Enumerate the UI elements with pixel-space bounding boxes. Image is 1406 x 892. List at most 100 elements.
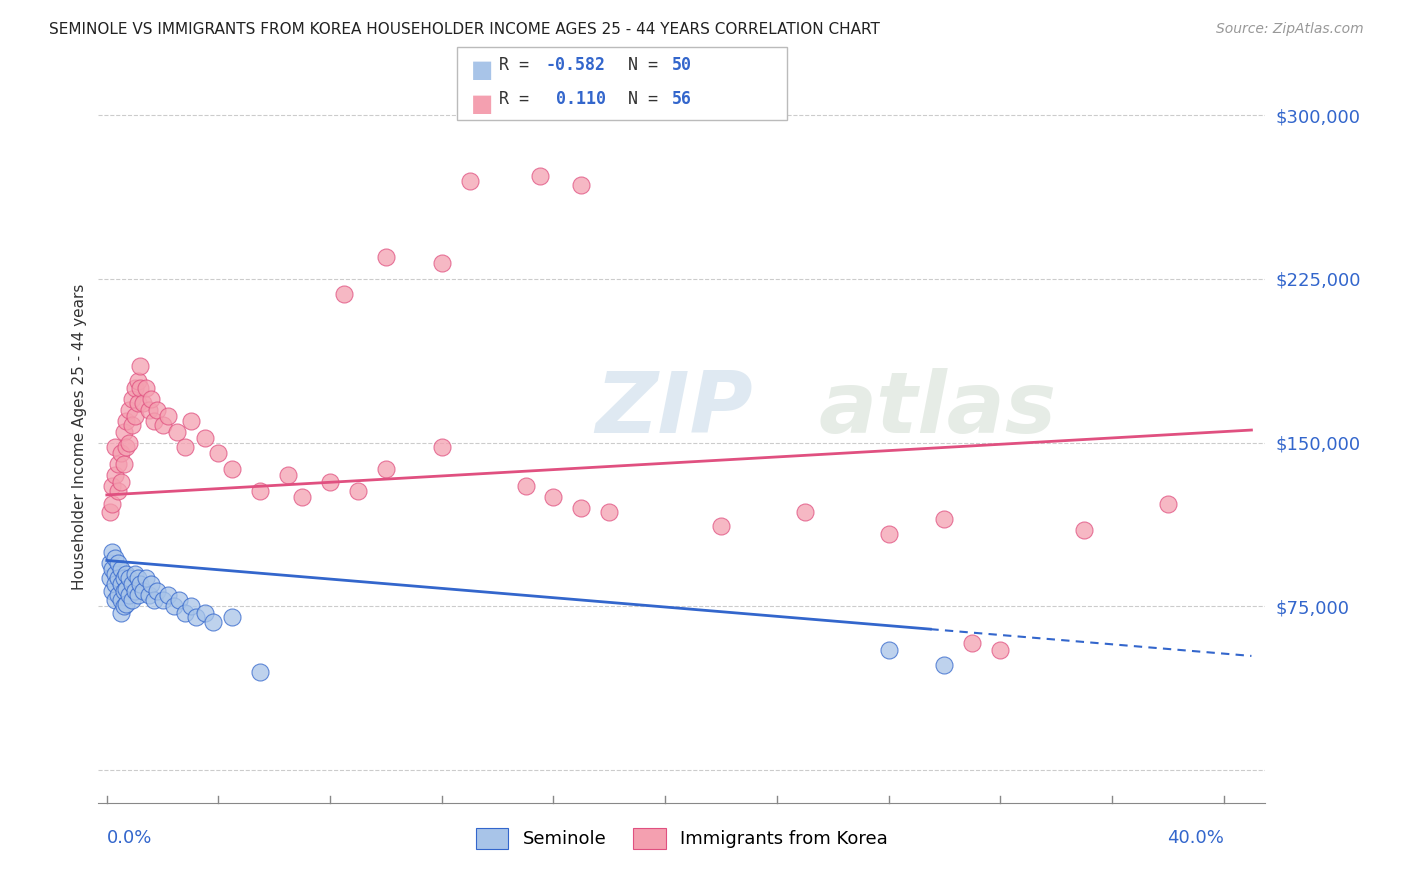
Point — [118, 402, 141, 417]
Point — [98, 571, 121, 585]
Text: R =: R = — [499, 90, 538, 108]
Point — [146, 402, 169, 417]
Point — [221, 610, 243, 624]
Point — [127, 571, 149, 585]
Text: 50: 50 — [672, 56, 692, 74]
Text: ■: ■ — [471, 92, 494, 116]
Point — [143, 592, 166, 607]
Point — [180, 414, 202, 428]
Point — [127, 375, 149, 389]
Point — [118, 588, 141, 602]
Point — [375, 250, 398, 264]
Point — [115, 582, 138, 596]
Point — [104, 440, 127, 454]
Point — [193, 606, 215, 620]
Point — [135, 381, 157, 395]
Point — [174, 440, 197, 454]
Point — [124, 584, 146, 599]
Text: -0.582: -0.582 — [546, 56, 606, 74]
Point — [174, 606, 197, 620]
Point — [121, 592, 143, 607]
Point — [98, 556, 121, 570]
Point — [1157, 497, 1180, 511]
Point — [112, 571, 135, 585]
Point — [193, 431, 215, 445]
Text: SEMINOLE VS IMMIGRANTS FROM KOREA HOUSEHOLDER INCOME AGES 25 - 44 YEARS CORRELAT: SEMINOLE VS IMMIGRANTS FROM KOREA HOUSEH… — [49, 22, 880, 37]
Point — [115, 566, 138, 581]
Point — [115, 597, 138, 611]
Legend: Seminole, Immigrants from Korea: Seminole, Immigrants from Korea — [468, 821, 896, 856]
Point — [118, 571, 141, 585]
Point — [118, 435, 141, 450]
Point — [112, 599, 135, 614]
Point — [127, 588, 149, 602]
Point — [115, 414, 138, 428]
Point — [934, 512, 956, 526]
Point — [277, 468, 299, 483]
Point — [319, 475, 342, 489]
Point — [430, 440, 453, 454]
Point — [157, 409, 180, 424]
Text: ZIP: ZIP — [595, 368, 754, 451]
Point — [110, 475, 132, 489]
Point — [141, 577, 163, 591]
Y-axis label: Householder Income Ages 25 - 44 years: Householder Income Ages 25 - 44 years — [72, 284, 87, 591]
Point — [104, 551, 127, 566]
Point — [112, 584, 135, 599]
Point — [110, 577, 132, 591]
Point — [110, 606, 132, 620]
Point — [184, 610, 207, 624]
Point — [793, 505, 815, 519]
Point — [121, 418, 143, 433]
Point — [1073, 523, 1095, 537]
Point — [166, 425, 188, 439]
Point — [132, 396, 155, 410]
Text: atlas: atlas — [818, 368, 1057, 451]
Point — [101, 584, 124, 599]
Point — [458, 173, 481, 187]
Text: N =: N = — [628, 90, 668, 108]
Point — [129, 359, 152, 373]
Point — [101, 545, 124, 559]
Point — [146, 584, 169, 599]
Text: ■: ■ — [471, 58, 494, 82]
Point — [124, 409, 146, 424]
Point — [710, 518, 733, 533]
Text: R =: R = — [499, 56, 538, 74]
Point — [110, 562, 132, 576]
Point — [877, 643, 900, 657]
Text: N =: N = — [628, 56, 668, 74]
Point — [101, 497, 124, 511]
Text: 0.110: 0.110 — [546, 90, 606, 108]
Point — [104, 577, 127, 591]
Point — [515, 479, 537, 493]
Point — [107, 571, 129, 585]
Point — [98, 505, 121, 519]
Point — [124, 381, 146, 395]
Point — [221, 461, 243, 475]
Point — [132, 584, 155, 599]
Point — [169, 592, 191, 607]
Point — [138, 402, 160, 417]
Point — [110, 592, 132, 607]
Point — [101, 479, 124, 493]
Point — [598, 505, 620, 519]
Point — [163, 599, 186, 614]
Point — [529, 169, 551, 183]
Text: 0.0%: 0.0% — [107, 829, 152, 847]
Point — [112, 458, 135, 472]
Point — [110, 446, 132, 460]
Point — [129, 381, 152, 395]
Text: Source: ZipAtlas.com: Source: ZipAtlas.com — [1216, 22, 1364, 37]
Point — [934, 658, 956, 673]
Point — [121, 577, 143, 591]
Point — [135, 571, 157, 585]
Point — [121, 392, 143, 406]
Point — [962, 636, 984, 650]
Point — [291, 490, 314, 504]
Point — [988, 643, 1011, 657]
Point — [127, 396, 149, 410]
Point — [115, 440, 138, 454]
Point — [571, 178, 593, 192]
Point — [430, 256, 453, 270]
